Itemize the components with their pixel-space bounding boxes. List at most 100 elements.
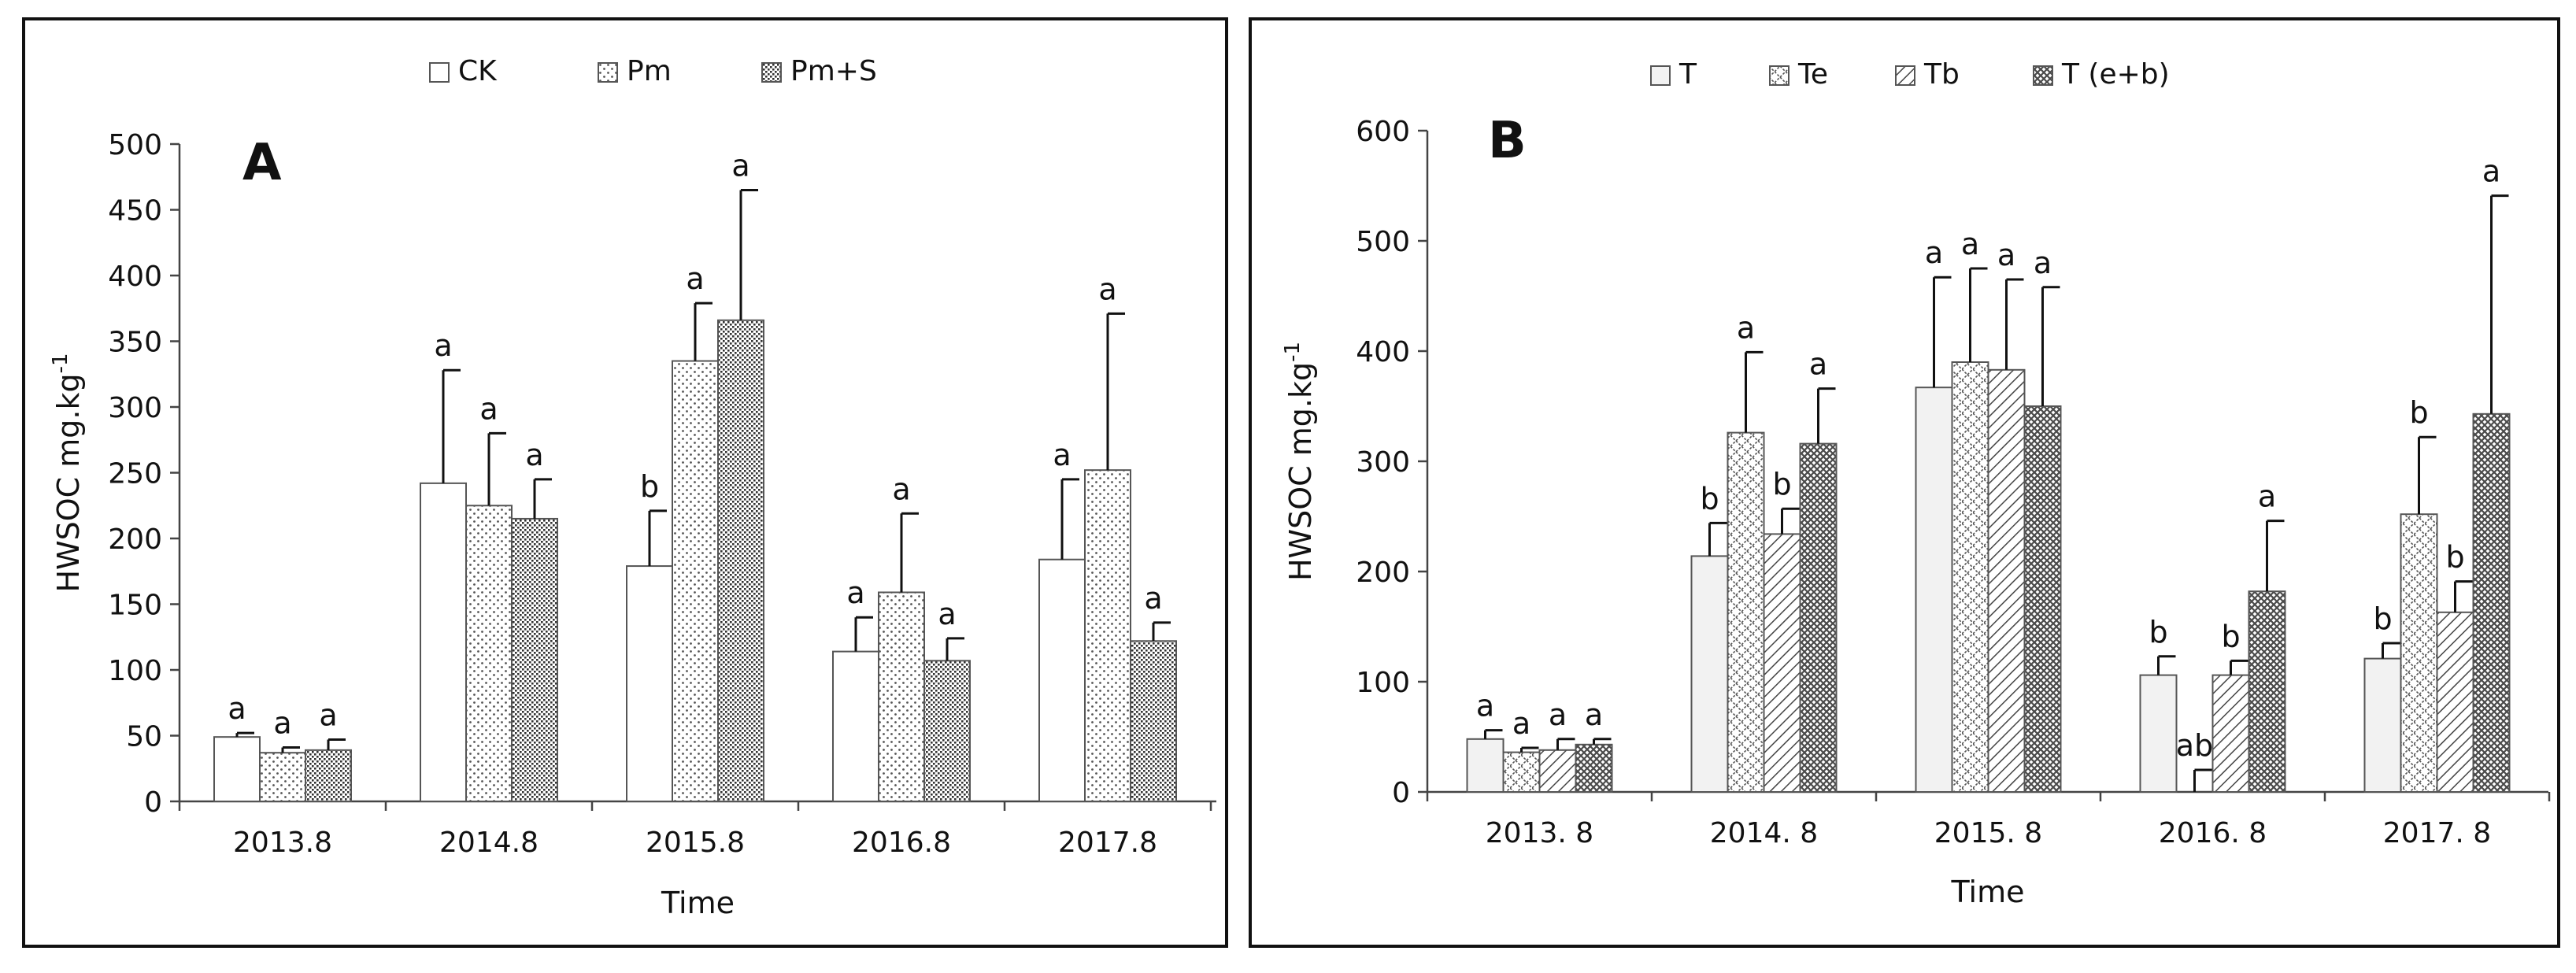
bar-a-pms (923, 660, 971, 802)
significance-label: b (640, 469, 659, 504)
panel-label: A (242, 134, 282, 192)
significance-label: a (1961, 227, 1979, 261)
legend-label: Te (1797, 58, 1828, 91)
significance-label: a (731, 148, 749, 183)
chart-a: 0 50 100 150 200 250 300 350 400 450 500 2013.8 2014… (49, 55, 1216, 920)
bar-b-t (2363, 657, 2402, 793)
significance-label: b (2373, 601, 2392, 636)
bar-a-pms (1130, 640, 1177, 803)
bar-b-te (1951, 361, 1989, 793)
bar-b-t (1466, 738, 1505, 793)
significance-label: b (1772, 467, 1791, 501)
y-tick-label: 0 (144, 786, 162, 819)
panel-label: B (1488, 112, 1527, 170)
legend-label: T (e+b) (2061, 58, 2170, 91)
significance-label: a (1549, 697, 1567, 732)
y-tick-label: 0 (1392, 777, 1410, 809)
bar-a-ck (832, 650, 879, 802)
bar-b-te (2400, 513, 2438, 793)
y-tick-label: 100 (108, 655, 162, 687)
bar-a-pm (878, 591, 925, 802)
legend-swatch (761, 62, 782, 83)
significance-label: a (1512, 706, 1530, 741)
legend-swatch (598, 62, 618, 83)
significance-label: a (434, 328, 452, 363)
y-axis-title: HWSOC mg.kg-1 (49, 353, 86, 592)
x-tick-label: 2016.8 (852, 827, 951, 859)
bar-a-ck (213, 736, 261, 802)
x-tick-label: 2013.8 (233, 827, 332, 859)
significance-label: b (2221, 619, 2240, 653)
bar-a-ck (420, 482, 467, 802)
legend-swatch (1650, 65, 1671, 86)
legend-label: Pm (627, 55, 672, 87)
bar-a-pm (465, 505, 513, 802)
bar-a-pms (511, 517, 558, 802)
bar-a-pms (305, 749, 352, 802)
bar-b-te (1502, 751, 1541, 793)
bar-b-te (1727, 431, 1765, 793)
bar-a-pm (259, 752, 306, 803)
legend-swatch (1769, 65, 1790, 86)
significance-label: a (1144, 581, 1162, 616)
x-tick-label: 2015.8 (646, 827, 745, 859)
x-tick-label: 2014. 8 (1710, 817, 1818, 849)
bar-b-teb (1575, 743, 1613, 793)
x-axis-title: Time (1951, 875, 2025, 909)
significance-label: a (1997, 238, 2015, 272)
x-tick-label: 2017. 8 (2383, 817, 2491, 849)
significance-label: b (1700, 481, 1719, 516)
bar-a-ck (626, 565, 673, 802)
panel-b-frame (1249, 17, 2560, 948)
legend-swatch (2033, 65, 2053, 86)
legend-label: Pm+S (790, 55, 877, 87)
y-tick-label: 500 (108, 129, 162, 161)
bar-a-pm (672, 360, 719, 802)
legend-label: Tb (1923, 58, 1960, 91)
significance-label: b (2149, 615, 2167, 649)
x-tick-label: 2013. 8 (1486, 817, 1593, 849)
significance-label: a (1925, 235, 1943, 270)
significance-label: a (1737, 310, 1755, 345)
significance-label: b (2409, 395, 2428, 430)
y-tick-label: 300 (108, 392, 162, 424)
significance-label: a (2482, 154, 2500, 189)
significance-label: a (686, 261, 704, 296)
significance-label: b (2445, 540, 2464, 575)
x-tick-label: 2014.8 (439, 827, 539, 859)
significance-label: a (2034, 246, 2052, 280)
significance-label: a (938, 597, 956, 631)
x-axis-title: Time (661, 886, 735, 920)
bar-b-tb (2436, 611, 2474, 793)
significance-label: a (228, 691, 246, 726)
significance-label: a (892, 472, 910, 506)
legend-swatch (429, 62, 450, 83)
y-tick-label: 300 (1356, 446, 1410, 479)
x-tick-label: 2016. 8 (2159, 817, 2267, 849)
bar-b-tb (1538, 749, 1577, 793)
bar-b-teb (2248, 590, 2286, 794)
legend-swatch (1895, 65, 1915, 86)
y-tick-label: 400 (108, 261, 162, 293)
legend-label: CK (458, 55, 498, 87)
y-tick-label: 250 (108, 458, 162, 490)
bar-b-tb (1763, 533, 1801, 794)
y-tick-label: 600 (1356, 116, 1410, 148)
bar-a-pms (717, 319, 764, 802)
significance-label: a (846, 575, 864, 610)
x-tick-label: 2017.8 (1058, 827, 1157, 859)
y-tick-label: 450 (108, 195, 162, 228)
bar-b-t (1915, 387, 1953, 793)
y-axis-title: HWSOC mg.kg-1 (1281, 342, 1318, 581)
bar-b-t (2139, 674, 2178, 793)
y-tick-label: 200 (1356, 557, 1410, 589)
bar-a-pm (1084, 469, 1131, 802)
y-tick-label: 100 (1356, 667, 1410, 699)
significance-label: a (319, 698, 337, 733)
significance-label: a (1476, 689, 1494, 723)
y-tick-label: 500 (1356, 226, 1410, 258)
significance-label: ab (2176, 728, 2213, 763)
y-tick-label: 50 (126, 721, 162, 753)
significance-label: a (273, 706, 291, 741)
